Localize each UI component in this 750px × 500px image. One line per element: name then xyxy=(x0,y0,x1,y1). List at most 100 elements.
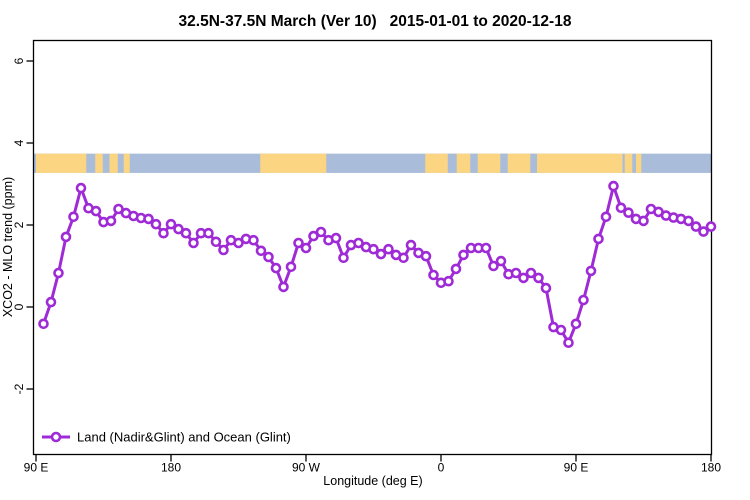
data-point-marker xyxy=(518,272,529,284)
data-point-marker xyxy=(368,243,379,255)
y-tick-label: 4 xyxy=(12,139,26,146)
data-point-marker xyxy=(60,231,72,243)
data-point-marker xyxy=(315,226,327,238)
data-point-marker xyxy=(255,245,267,257)
data-point-marker xyxy=(210,236,222,248)
data-point-marker xyxy=(188,237,199,249)
data-point-marker xyxy=(143,213,154,225)
x-tick-label: 180 xyxy=(701,461,721,475)
data-point-marker xyxy=(698,226,709,237)
data-point-marker xyxy=(218,244,229,256)
data-point-marker xyxy=(578,294,589,306)
x-tick-label: 0 xyxy=(438,461,445,475)
data-point-marker xyxy=(585,265,597,277)
data-point-marker xyxy=(428,269,439,281)
data-point-marker xyxy=(278,281,289,293)
map-strip-land-segment xyxy=(95,153,103,173)
y-tick-label: 2 xyxy=(12,221,26,228)
data-point-marker xyxy=(353,237,364,249)
data-point-marker xyxy=(293,237,304,249)
data-point-marker xyxy=(398,252,409,264)
data-point-marker xyxy=(488,260,499,272)
data-point-marker xyxy=(375,248,387,260)
data-point-marker xyxy=(150,218,162,230)
data-point-marker xyxy=(285,261,297,273)
legend-label: Land (Nadir&Glint) and Ocean (Glint) xyxy=(77,430,291,445)
data-point-marker xyxy=(450,263,462,275)
map-strip-land-segment xyxy=(260,153,327,173)
data-point-marker xyxy=(68,211,79,223)
data-point-marker xyxy=(158,227,169,239)
data-point-marker xyxy=(113,203,124,215)
x-tick-label: 180 xyxy=(161,461,181,475)
map-strip-land-segment xyxy=(109,153,118,173)
data-point-marker xyxy=(38,318,49,330)
data-point-marker xyxy=(180,227,192,239)
data-point-marker xyxy=(420,250,432,262)
data-point-marker xyxy=(165,218,177,230)
data-point-marker xyxy=(270,262,282,274)
data-series xyxy=(38,180,717,349)
data-point-marker xyxy=(623,207,634,218)
data-point-marker xyxy=(495,255,507,267)
data-point-marker xyxy=(563,337,574,349)
data-point-marker xyxy=(338,252,349,264)
legend: Land (Nadir&Glint) and Ocean (Glint) xyxy=(42,430,291,445)
data-point-marker xyxy=(458,249,469,261)
y-axis: -2 0 2 4 6 xyxy=(12,57,34,394)
data-point-marker xyxy=(540,282,552,294)
map-strip-sea-patch xyxy=(530,153,537,173)
map-strip-sea-patch xyxy=(447,153,457,173)
data-point-marker xyxy=(330,232,342,244)
data-point-marker xyxy=(690,221,702,232)
data-point-marker xyxy=(90,205,102,217)
map-strip-land-segment xyxy=(636,153,642,173)
x-axis: 90 E 180 90 W 0 90 E 180 xyxy=(24,454,721,475)
y-axis-label: XCO2 - MLO trend (ppm) xyxy=(1,177,15,317)
data-point-marker xyxy=(570,318,582,330)
data-point-marker xyxy=(53,267,64,279)
data-point-marker xyxy=(105,215,117,227)
data-point-marker xyxy=(480,242,492,254)
y-tick-label: 6 xyxy=(12,57,26,64)
x-tick-label: 90 E xyxy=(564,461,589,475)
data-point-marker xyxy=(383,243,394,255)
map-strip-sea-patch xyxy=(470,153,478,173)
data-point-marker xyxy=(263,251,274,263)
data-point-marker xyxy=(608,180,619,192)
data-point-marker xyxy=(75,182,87,194)
data-point-marker xyxy=(600,211,612,223)
data-point-marker xyxy=(593,233,604,245)
map-strip-land-segment xyxy=(36,153,87,173)
data-point-marker xyxy=(705,221,717,232)
data-point-marker xyxy=(510,267,522,279)
map-strip-land-segment xyxy=(624,153,633,173)
data-point-marker xyxy=(533,272,544,284)
data-point-marker xyxy=(683,215,694,227)
data-point-marker xyxy=(248,234,259,246)
data-point-marker xyxy=(203,227,214,239)
data-point-marker xyxy=(233,237,244,249)
x-axis-label: Longitude (deg E) xyxy=(323,474,422,488)
y-tick-label: -2 xyxy=(12,383,26,394)
data-point-marker xyxy=(555,324,567,336)
data-point-marker xyxy=(525,267,537,279)
plot-border xyxy=(32,39,713,456)
map-strip-land-segment xyxy=(123,153,130,173)
world-map-strip xyxy=(33,153,712,173)
data-point-marker xyxy=(443,275,454,287)
y-tick-label: 0 xyxy=(12,303,26,310)
data-point-marker xyxy=(300,242,312,254)
x-tick-label: 90 W xyxy=(292,461,321,475)
legend-marker-icon xyxy=(50,431,62,443)
data-point-marker xyxy=(308,230,319,242)
data-point-marker xyxy=(615,202,627,214)
chart-title: 32.5N-37.5N March (Ver 10) 2015-01-01 to… xyxy=(179,13,572,30)
map-strip-sea-patch xyxy=(500,153,508,173)
data-point-marker xyxy=(173,223,184,235)
data-point-marker xyxy=(638,215,649,227)
data-point-marker xyxy=(405,239,417,251)
x-tick-label: 90 E xyxy=(24,461,49,475)
data-point-marker xyxy=(45,296,57,308)
